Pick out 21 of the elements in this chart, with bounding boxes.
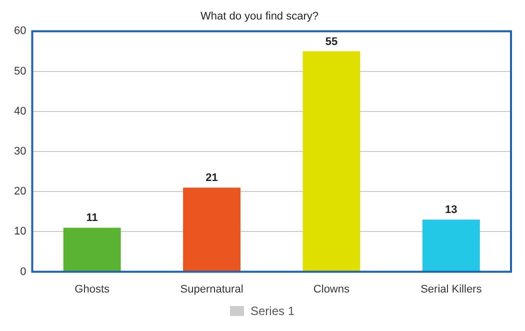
bar — [63, 228, 121, 272]
data-label: 21 — [206, 172, 218, 184]
x-tick-label: Ghosts — [74, 283, 110, 296]
bar — [422, 220, 480, 272]
data-label: 11 — [86, 212, 98, 224]
x-tick-label: Serial Killers — [420, 283, 482, 296]
bar — [302, 51, 360, 272]
y-tick-label: 50 — [14, 65, 26, 78]
x-tick-label: Clowns — [313, 283, 350, 296]
y-tick-label: 30 — [14, 146, 26, 158]
y-tick-label: 20 — [14, 186, 26, 198]
y-tick-label: 40 — [14, 105, 26, 118]
data-label: 55 — [325, 36, 338, 48]
y-tick-label: 0 — [20, 266, 26, 278]
bar — [183, 188, 240, 272]
y-tick-label: 60 — [14, 25, 26, 38]
data-label: 13 — [445, 204, 458, 216]
y-tick-label: 10 — [14, 226, 26, 238]
chart-title: What do you find scary? — [200, 10, 319, 23]
x-tick-label: Supernatural — [180, 283, 244, 296]
text: Series 1 — [250, 304, 295, 318]
